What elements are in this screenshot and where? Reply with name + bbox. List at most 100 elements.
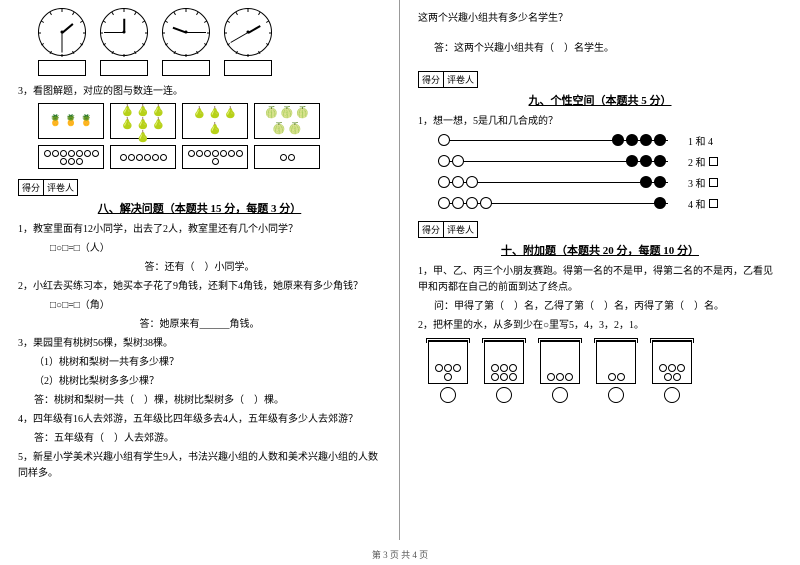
ball-icon xyxy=(444,364,452,372)
q-continued: 这两个兴趣小组共有多少名学生？ xyxy=(418,11,782,27)
bead-empty-icon xyxy=(452,155,464,167)
ball-icon xyxy=(659,364,667,372)
bead-filled-icon xyxy=(626,155,638,167)
bead-row: 2 和 xyxy=(418,154,782,169)
grader-label: 评卷人 xyxy=(444,222,477,237)
circle-icon xyxy=(128,154,135,161)
circle-icon xyxy=(136,154,143,161)
fruit-icon: 🍐 xyxy=(120,106,134,117)
answer-box[interactable] xyxy=(38,60,86,76)
circle-icon xyxy=(236,150,243,157)
ball-icon xyxy=(565,373,573,381)
cup-unit xyxy=(428,340,468,403)
circle-icon xyxy=(84,150,91,157)
section-8: 得分 评卷人 八、解决问题（本题共 15 分，每题 3 分） 1，教室里面有12… xyxy=(18,179,381,482)
ball-icon xyxy=(453,364,461,372)
circle-icon xyxy=(68,158,75,165)
bead-empty-icon xyxy=(438,197,450,209)
fruit-icon: 🍈 xyxy=(296,108,310,119)
fruit-row: 🍍🍍🍍🍐🍐🍐🍐🍐🍐🍐🍐🍐🍐🍐🍈🍈🍈🍈🍈 xyxy=(18,103,381,139)
ball-icon xyxy=(500,373,508,381)
left-column: 3，看图解题，对应的图与数连一连。 🍍🍍🍍🍐🍐🍐🍐🍐🍐🍐🍐🍐🍐🍐🍈🍈🍈🍈🍈 得分… xyxy=(0,0,400,540)
bead-filled-icon xyxy=(654,176,666,188)
score-label: 得分 xyxy=(19,180,44,195)
bead-label: 2 和 xyxy=(688,154,718,169)
page-footer: 第 3 页 共 4 页 xyxy=(0,548,800,561)
ball-icon xyxy=(491,373,499,381)
answer-box[interactable] xyxy=(100,60,148,76)
circle-icon xyxy=(196,150,203,157)
circle-icon xyxy=(204,150,211,157)
section-10: 得分 评卷人 十、附加题（本题共 20 分，每题 10 分） 1，甲、乙、丙三个… xyxy=(418,221,782,403)
fruit-icon: 🍐 xyxy=(136,132,150,143)
bead-line xyxy=(438,182,668,183)
circle-icon xyxy=(44,150,51,157)
answer-box[interactable] xyxy=(162,60,210,76)
answer-circle[interactable] xyxy=(664,387,680,403)
bead-row: 3 和 xyxy=(418,175,782,190)
bead-filled-icon xyxy=(640,134,652,146)
clock-icon xyxy=(162,8,210,56)
fruit-box: 🍍🍍🍍 xyxy=(38,103,104,139)
fruit-icon: 🍈 xyxy=(264,108,278,119)
circle-icon xyxy=(280,154,287,161)
answer-circle[interactable] xyxy=(552,387,568,403)
score-box: 得分 评卷人 xyxy=(418,221,478,238)
circle-icon xyxy=(76,158,83,165)
cup-row xyxy=(418,340,782,403)
bead-line xyxy=(438,161,668,162)
circle-icon xyxy=(212,150,219,157)
circle-icon xyxy=(160,154,167,161)
cup-icon xyxy=(428,340,468,384)
fruit-icon: 🍍 xyxy=(64,116,78,127)
fruit-icon: 🍐 xyxy=(152,106,166,117)
q10-2: 2，把杯里的水，从多到少在○里写5，4，3，2，1。 xyxy=(418,318,782,334)
bead-empty-icon xyxy=(452,197,464,209)
q8-4: 4，四年级有16人去郊游，五年级比四年级多去4人，五年级有多少人去郊游？ xyxy=(18,412,381,428)
bead-empty-icon xyxy=(452,176,464,188)
bead-empty-icon xyxy=(438,134,450,146)
circle-icon xyxy=(76,150,83,157)
ball-icon xyxy=(673,373,681,381)
circle-icon xyxy=(152,154,159,161)
q8-3-ans: 答：桃树和梨树一共（ ）棵，桃树比梨树多（ ）棵。 xyxy=(18,393,381,409)
fruit-icon: 🍈 xyxy=(280,108,294,119)
bead-filled-icon xyxy=(640,176,652,188)
bead-filled-icon xyxy=(654,155,666,167)
score-box: 得分 评卷人 xyxy=(418,71,478,88)
cup-unit xyxy=(484,340,524,403)
q8-3b: （2）桃树比梨树多多少棵？ xyxy=(18,374,381,390)
circle-icon xyxy=(144,154,151,161)
section-10-title: 十、附加题（本题共 20 分，每题 10 分） xyxy=(418,242,782,258)
ball-icon xyxy=(435,364,443,372)
clock-icon xyxy=(100,8,148,56)
fruit-box: 🍐🍐🍐🍐🍐🍐🍐 xyxy=(110,103,176,139)
score-box: 得分 评卷人 xyxy=(18,179,78,196)
answer-square[interactable] xyxy=(709,199,718,208)
answer-square[interactable] xyxy=(709,178,718,187)
circle-box xyxy=(110,145,176,169)
answer-circle[interactable] xyxy=(496,387,512,403)
fruit-icon: 🍐 xyxy=(136,119,150,130)
answer-circle[interactable] xyxy=(440,387,456,403)
answer-box[interactable] xyxy=(224,60,272,76)
circle-icon xyxy=(60,158,67,165)
q10-1a: 1，甲、乙、丙三个小朋友赛跑。得第一名的不是甲，得第二名的不是丙，乙看见甲和丙都… xyxy=(418,264,782,296)
ball-icon xyxy=(668,364,676,372)
ball-icon xyxy=(547,373,555,381)
answer-square[interactable] xyxy=(709,157,718,166)
q8-1: 1，教室里面有12小同学，出去了2人，教室里还有几个小同学？ xyxy=(18,222,381,238)
clock-icon xyxy=(38,8,86,56)
fruit-icon: 🍈 xyxy=(272,124,286,135)
right-column: 这两个兴趣小组共有多少名学生？ 答：这两个兴趣小组共有（ ）名学生。 得分 评卷… xyxy=(400,0,800,540)
circle-icon xyxy=(68,150,75,157)
q3-match-title: 3，看图解题，对应的图与数连一连。 xyxy=(18,84,381,100)
cup-unit xyxy=(652,340,692,403)
answer-circle[interactable] xyxy=(608,387,624,403)
bead-row: 4 和 xyxy=(418,196,782,211)
bead-label: 4 和 xyxy=(688,196,718,211)
bead-empty-icon xyxy=(480,197,492,209)
fruit-icon: 🍐 xyxy=(120,119,134,130)
bead-empty-icon xyxy=(466,176,478,188)
fruit-icon: 🍍 xyxy=(80,116,94,127)
